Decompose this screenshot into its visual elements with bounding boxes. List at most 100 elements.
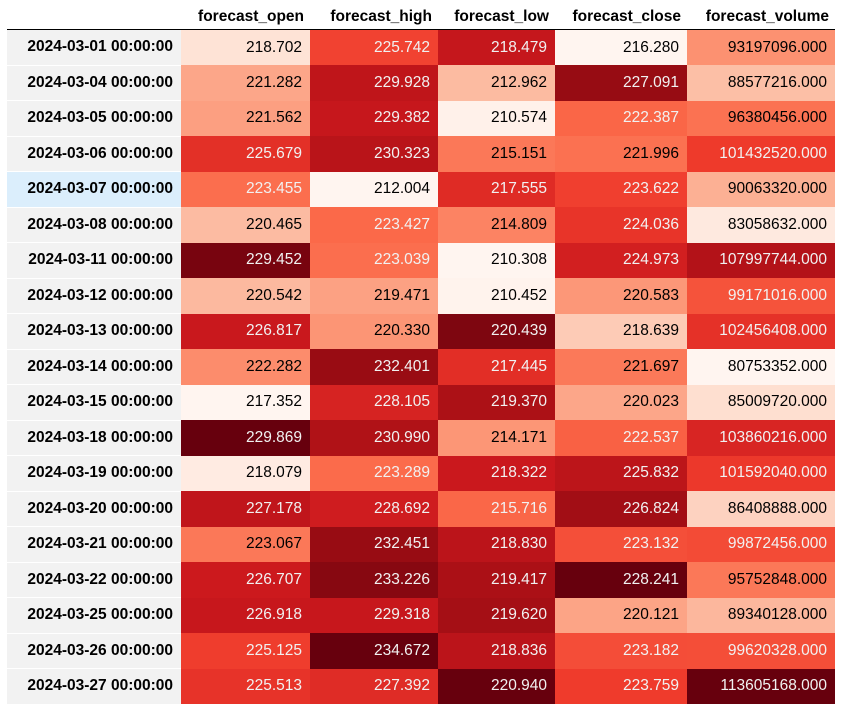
row-date: 2024-03-14 00:00:00 bbox=[7, 349, 181, 385]
heat-cell: 223.182 bbox=[555, 633, 687, 669]
row-date: 2024-03-05 00:00:00 bbox=[7, 100, 181, 137]
heat-cell: 221.562 bbox=[181, 100, 310, 136]
row-date: 2024-03-08 00:00:00 bbox=[7, 207, 181, 243]
heat-cell: 99620328.000 bbox=[687, 633, 835, 669]
heat-cell: 103860216.000 bbox=[687, 420, 835, 456]
heat-cell: 218.639 bbox=[555, 313, 687, 349]
heat-cell: 218.836 bbox=[438, 633, 555, 669]
heat-cell: 227.392 bbox=[310, 668, 438, 704]
row-date: 2024-03-20 00:00:00 bbox=[7, 491, 181, 527]
heat-cell: 96380456.000 bbox=[687, 100, 835, 136]
heat-cell: 218.830 bbox=[438, 526, 555, 562]
heat-cell: 219.370 bbox=[438, 384, 555, 420]
heat-cell: 227.091 bbox=[555, 65, 687, 101]
heat-cell: 228.105 bbox=[310, 384, 438, 420]
table-row: 2024-03-18 00:00:00 229.869 230.990 214.171… bbox=[7, 420, 835, 456]
heat-cell: 224.036 bbox=[555, 207, 687, 243]
heat-cell: 99171016.000 bbox=[687, 278, 835, 314]
heat-cell: 220.542 bbox=[181, 278, 310, 314]
heat-cell: 229.318 bbox=[310, 597, 438, 633]
row-date: 2024-03-21 00:00:00 bbox=[7, 526, 181, 563]
heat-cell: 222.537 bbox=[555, 420, 687, 456]
heat-cell: 101592040.000 bbox=[687, 455, 835, 491]
row-date: 2024-03-12 00:00:00 bbox=[7, 278, 181, 314]
heat-cell: 220.439 bbox=[438, 313, 555, 349]
table-row: 2024-03-27 00:00:00 225.513 227.392 220.940… bbox=[7, 668, 835, 705]
heat-cell: 86408888.000 bbox=[687, 491, 835, 527]
heat-cell: 224.973 bbox=[555, 242, 687, 278]
row-date: 2024-03-15 00:00:00 bbox=[7, 384, 181, 421]
column-header: forecast_close bbox=[572, 8, 681, 25]
heat-cell: 90063320.000 bbox=[687, 171, 835, 207]
table-row: 2024-03-26 00:00:00 225.125 234.672 218.836… bbox=[7, 633, 835, 669]
heat-cell: 83058632.000 bbox=[687, 207, 835, 243]
row-date: 2024-03-22 00:00:00 bbox=[7, 562, 181, 598]
table-row: 2024-03-05 00:00:00 221.562 229.382 210.574… bbox=[7, 100, 835, 137]
heat-cell: 229.869 bbox=[181, 420, 310, 456]
heat-cell: 210.308 bbox=[438, 242, 555, 278]
table-row: 2024-03-12 00:00:00 220.542 219.471 210.452… bbox=[7, 278, 835, 314]
column-header: forecast_volume bbox=[705, 8, 829, 25]
heat-cell: 225.679 bbox=[181, 136, 310, 172]
table-row: 2024-03-07 00:00:00 223.455 212.004 217.555… bbox=[7, 171, 835, 208]
heat-cell: 101432520.000 bbox=[687, 136, 835, 172]
table-row: 2024-03-25 00:00:00 226.918 229.318 219.620… bbox=[7, 597, 835, 634]
heat-cell: 219.620 bbox=[438, 597, 555, 633]
heat-cell: 218.479 bbox=[438, 29, 555, 65]
heat-cell: 216.280 bbox=[555, 29, 687, 65]
row-date: 2024-03-26 00:00:00 bbox=[7, 633, 181, 669]
column-header: forecast_open bbox=[198, 8, 304, 25]
table-row: 2024-03-22 00:00:00 226.707 233.226 219.417… bbox=[7, 562, 835, 598]
table-row: 2024-03-04 00:00:00 221.282 229.928 212.962… bbox=[7, 65, 835, 101]
index-header bbox=[7, 0, 181, 30]
row-date: 2024-03-13 00:00:00 bbox=[7, 313, 181, 350]
heat-cell: 210.574 bbox=[438, 100, 555, 136]
heat-cell: 223.427 bbox=[310, 207, 438, 243]
heat-cell: 80753352.000 bbox=[687, 349, 835, 385]
heat-cell: 107997744.000 bbox=[687, 242, 835, 278]
heat-cell: 226.824 bbox=[555, 491, 687, 527]
heat-cell: 102456408.000 bbox=[687, 313, 835, 349]
table-row: 2024-03-08 00:00:00 220.465 223.427 214.809… bbox=[7, 207, 835, 243]
heat-cell: 215.151 bbox=[438, 136, 555, 172]
heat-cell: 223.067 bbox=[181, 526, 310, 562]
table-body: 2024-03-01 00:00:00 218.702 225.742 218.479… bbox=[7, 29, 835, 705]
heat-cell: 223.455 bbox=[181, 171, 310, 207]
heat-cell: 229.382 bbox=[310, 100, 438, 136]
heat-cell: 95752848.000 bbox=[687, 562, 835, 598]
row-date: 2024-03-04 00:00:00 bbox=[7, 65, 181, 101]
heat-cell: 222.282 bbox=[181, 349, 310, 385]
heat-cell: 225.832 bbox=[555, 455, 687, 491]
heat-cell: 215.716 bbox=[438, 491, 555, 527]
table-row: 2024-03-13 00:00:00 226.817 220.330 220.439… bbox=[7, 313, 835, 350]
heat-cell: 218.322 bbox=[438, 455, 555, 491]
row-date: 2024-03-19 00:00:00 bbox=[7, 455, 181, 492]
table-row: 2024-03-01 00:00:00 218.702 225.742 218.479… bbox=[7, 29, 835, 66]
heat-cell: 217.555 bbox=[438, 171, 555, 207]
heat-cell: 221.996 bbox=[555, 136, 687, 172]
heat-cell: 210.452 bbox=[438, 278, 555, 314]
table-row: 2024-03-21 00:00:00 223.067 232.451 218.830… bbox=[7, 526, 835, 563]
heat-cell: 212.004 bbox=[310, 171, 438, 207]
heat-cell: 227.178 bbox=[181, 491, 310, 527]
heat-cell: 228.692 bbox=[310, 491, 438, 527]
heat-cell: 88577216.000 bbox=[687, 65, 835, 101]
heat-cell: 220.330 bbox=[310, 313, 438, 349]
heat-cell: 226.817 bbox=[181, 313, 310, 349]
heat-cell: 234.672 bbox=[310, 633, 438, 669]
table-row: 2024-03-06 00:00:00 225.679 230.323 215.151… bbox=[7, 136, 835, 172]
heat-cell: 212.962 bbox=[438, 65, 555, 101]
heat-cell: 220.465 bbox=[181, 207, 310, 243]
heat-cell: 113605168.000 bbox=[687, 668, 835, 704]
table-row: 2024-03-15 00:00:00 217.352 228.105 219.370… bbox=[7, 384, 835, 421]
table-row: 2024-03-11 00:00:00 229.452 223.039 210.308… bbox=[7, 242, 835, 279]
row-date: 2024-03-11 00:00:00 bbox=[7, 242, 181, 279]
heat-cell: 222.387 bbox=[555, 100, 687, 136]
heat-cell: 93197096.000 bbox=[687, 29, 835, 65]
heat-cell: 229.452 bbox=[181, 242, 310, 278]
row-date: 2024-03-06 00:00:00 bbox=[7, 136, 181, 172]
heat-cell: 219.471 bbox=[310, 278, 438, 314]
heat-cell: 218.702 bbox=[181, 29, 310, 65]
heat-cell: 217.445 bbox=[438, 349, 555, 385]
table-row: 2024-03-14 00:00:00 222.282 232.401 217.445… bbox=[7, 349, 835, 385]
